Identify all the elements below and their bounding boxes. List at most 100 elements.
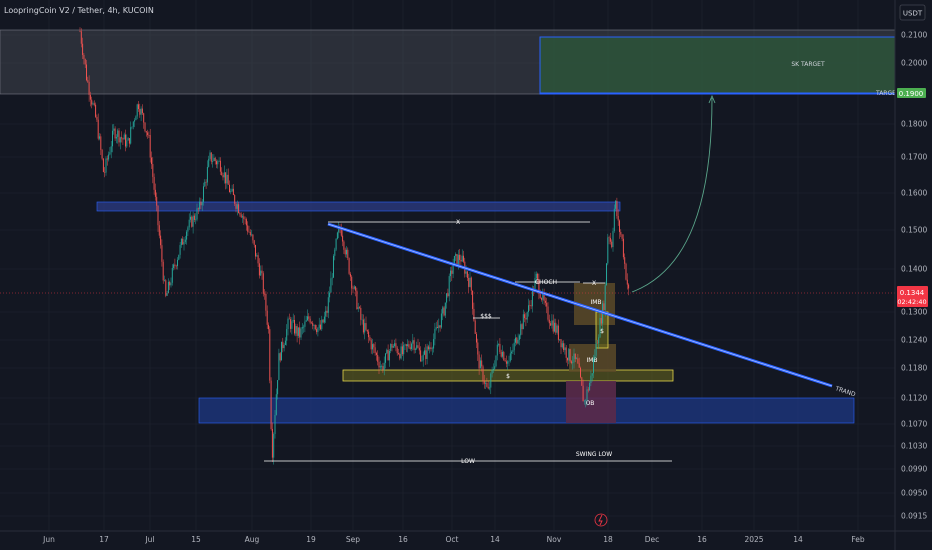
- candle-body: [612, 231, 614, 248]
- candle-body: [195, 219, 197, 221]
- candle-body: [457, 254, 459, 265]
- candle-body: [377, 355, 379, 362]
- candle-body: [444, 302, 446, 316]
- candle-body: [349, 273, 351, 277]
- candle-body: [448, 276, 450, 297]
- candle-body: [242, 216, 243, 218]
- y-tick-label: 0.1300: [901, 308, 927, 317]
- candle-body: [130, 127, 132, 144]
- candle-body: [598, 337, 600, 344]
- candle-body: [219, 160, 221, 172]
- candle-body: [132, 121, 134, 127]
- lightning-glyph: [598, 514, 603, 526]
- x-tick-label: 14: [490, 535, 500, 544]
- candle-body: [284, 340, 286, 345]
- candle-body: [385, 353, 386, 363]
- sss-label: $$$: [480, 313, 492, 320]
- candle-body: [310, 322, 312, 324]
- candles: [79, 27, 630, 465]
- y-tick-label: 0.1070: [901, 420, 927, 429]
- price-axis[interactable]: [895, 0, 932, 520]
- candle-body: [574, 353, 576, 359]
- candle-body: [192, 215, 194, 227]
- candle-body: [474, 320, 476, 334]
- candle-body: [164, 280, 165, 281]
- candle-body: [469, 277, 471, 287]
- candle-body: [369, 337, 371, 341]
- candle-body: [204, 181, 206, 187]
- candle-body: [408, 344, 410, 348]
- x-tick-label: 18: [603, 535, 613, 544]
- y-tick-label: 0.1600: [901, 189, 927, 198]
- candle-body: [200, 201, 202, 206]
- candle-body: [261, 270, 263, 274]
- target-price-badge: [897, 88, 926, 98]
- x-tick-label: Dec: [645, 535, 660, 544]
- candle-body: [447, 293, 449, 297]
- y-tick-label: 0.2000: [901, 59, 927, 68]
- candle-body: [294, 319, 295, 334]
- candle-body: [528, 305, 529, 313]
- candle-body: [251, 234, 253, 236]
- candle-body: [368, 331, 370, 338]
- candle-body: [166, 293, 168, 296]
- candle-body: [512, 350, 514, 352]
- candle-body: [199, 201, 201, 210]
- candle-body: [440, 313, 442, 328]
- candle-body: [463, 255, 464, 262]
- trend-line-inner: [327, 223, 833, 387]
- candle-body: [83, 54, 85, 60]
- candle-body: [160, 235, 162, 246]
- candle-body: [317, 327, 319, 333]
- candle-body: [184, 239, 186, 243]
- resistance-zone: [96, 201, 621, 212]
- candle-body: [318, 324, 320, 328]
- candle-body: [547, 306, 549, 320]
- candle-body: [624, 257, 626, 264]
- candle-body: [446, 293, 448, 303]
- candle-body: [479, 360, 481, 369]
- candle-body: [102, 158, 104, 172]
- candle-body: [365, 323, 367, 330]
- candle-body: [109, 152, 111, 155]
- candle-body: [144, 122, 146, 132]
- candle-body: [190, 216, 191, 220]
- x-tick-label: Feb: [851, 535, 865, 544]
- candle-body: [275, 394, 277, 415]
- candle-body: [148, 135, 150, 136]
- candle-body: [299, 327, 301, 338]
- x-tick-label: Oct: [446, 535, 459, 544]
- swing-low-label: SWING LOW: [576, 451, 612, 458]
- candle-body: [407, 344, 409, 347]
- target-zone-label: SK TARGET: [791, 61, 825, 68]
- candle-body: [452, 265, 454, 274]
- candle-body: [260, 270, 262, 276]
- candle-body: [395, 343, 397, 348]
- candle-body: [599, 318, 601, 338]
- candle-body: [169, 281, 171, 286]
- candle-body: [569, 349, 571, 362]
- range-label: $: [506, 373, 510, 380]
- candle-body: [416, 345, 418, 349]
- candle-body: [583, 400, 585, 402]
- candle-body: [511, 351, 513, 354]
- x-tick-label: 16: [697, 535, 707, 544]
- candle-body: [572, 362, 574, 363]
- imb-label-upper: IMB: [590, 299, 601, 306]
- candle-body: [197, 208, 199, 210]
- currency-button[interactable]: [899, 4, 926, 21]
- candle-body: [526, 312, 528, 320]
- candle-body: [356, 290, 358, 310]
- lightning-icon[interactable]: [594, 513, 608, 527]
- candle-body: [431, 348, 433, 350]
- candle-body: [170, 282, 172, 286]
- current-price-badge: [897, 286, 928, 307]
- candle-body: [522, 314, 524, 330]
- candle-body: [521, 324, 523, 330]
- candle-body: [396, 347, 398, 354]
- candle-body: [217, 161, 219, 165]
- candle-body: [409, 347, 411, 349]
- candle-body: [589, 383, 591, 391]
